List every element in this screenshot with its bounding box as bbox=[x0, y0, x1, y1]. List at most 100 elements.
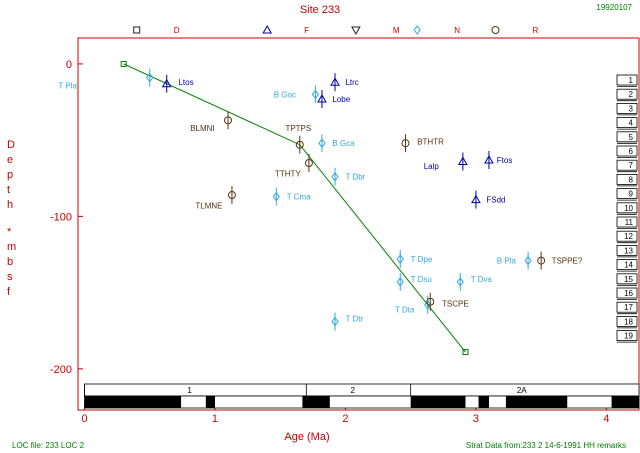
legend-label: M bbox=[393, 26, 400, 35]
event-marker bbox=[524, 255, 532, 266]
event-marker bbox=[456, 277, 464, 287]
y-axis-label-char: D bbox=[7, 139, 15, 151]
y-tick-label: 0 bbox=[66, 59, 72, 71]
strat-data-label: Strat Data from:233 2 14-6-1991 HH remar… bbox=[466, 441, 626, 450]
sample-number: 5 bbox=[629, 133, 634, 142]
event-marker bbox=[304, 159, 313, 168]
x-tick-label: 4 bbox=[603, 413, 609, 425]
event-label: Ltrc bbox=[345, 78, 358, 87]
event-label: T Pla bbox=[58, 81, 77, 90]
event-marker bbox=[146, 72, 154, 83]
report-date: 19920107 bbox=[596, 3, 632, 12]
tie-point-square bbox=[120, 60, 127, 67]
sample-number: 18 bbox=[624, 317, 633, 326]
legend-symbol bbox=[413, 25, 421, 35]
event-label: B Gca bbox=[332, 139, 355, 148]
legend-symbol bbox=[351, 26, 361, 36]
y-axis-label-char: e bbox=[7, 154, 13, 166]
event-label: TPTPS bbox=[285, 124, 311, 133]
y-axis-label-char: f bbox=[7, 286, 11, 298]
sample-number: 6 bbox=[629, 147, 634, 156]
legend-label: N bbox=[454, 26, 460, 35]
y-tick-label: -200 bbox=[50, 364, 72, 376]
x-tick-label: 1 bbox=[212, 413, 218, 425]
sample-number: 17 bbox=[624, 303, 633, 312]
event-label: Lobe bbox=[332, 95, 350, 104]
chron-label: 2A bbox=[517, 386, 527, 395]
plot-frame bbox=[77, 37, 640, 411]
polarity-interval bbox=[302, 396, 330, 408]
legend-symbol bbox=[491, 26, 500, 34]
event-marker bbox=[426, 297, 435, 306]
event-marker bbox=[224, 116, 233, 125]
loc-file-label: LOC file: 233 LOC 2 bbox=[12, 441, 85, 450]
sample-number: 3 bbox=[629, 104, 634, 113]
event-marker bbox=[317, 93, 327, 103]
polarity-interval bbox=[505, 396, 568, 408]
event-label: TTHTY bbox=[275, 170, 301, 179]
event-marker bbox=[272, 191, 280, 202]
y-axis-label-char: t bbox=[7, 184, 10, 196]
y-axis-label-char: s bbox=[7, 271, 13, 283]
sample-number: 16 bbox=[624, 289, 633, 298]
sample-number: 2 bbox=[629, 90, 634, 99]
event-label: T Dsu bbox=[411, 275, 432, 284]
event-label: T Cma bbox=[287, 193, 311, 202]
sample-box bbox=[616, 103, 638, 114]
event-marker bbox=[295, 140, 304, 149]
sample-box bbox=[616, 315, 638, 327]
sample-box bbox=[616, 230, 638, 242]
sample-box bbox=[616, 244, 638, 256]
x-axis-label: Age (Ma) bbox=[284, 431, 329, 443]
sample-number: 8 bbox=[629, 175, 634, 184]
event-label: Ftos bbox=[497, 156, 513, 165]
x-tick-label: 3 bbox=[473, 413, 479, 425]
x-tick-label: 0 bbox=[81, 413, 87, 425]
polarity-interval bbox=[84, 396, 182, 408]
chron-label: 2 bbox=[351, 386, 356, 395]
sample-box bbox=[616, 173, 638, 185]
event-marker bbox=[331, 316, 339, 327]
y-axis-label-char: p bbox=[7, 169, 13, 181]
sample-box bbox=[616, 188, 638, 200]
sample-box bbox=[616, 273, 638, 285]
event-label: FSdd bbox=[486, 196, 505, 205]
event-label: BLMNI bbox=[190, 124, 214, 133]
y-axis-label-char: * bbox=[7, 226, 12, 238]
event-marker bbox=[458, 156, 468, 165]
event-marker bbox=[484, 154, 494, 164]
sample-number: 7 bbox=[629, 161, 634, 170]
event-marker bbox=[401, 139, 410, 148]
event-label: Lalp bbox=[424, 162, 440, 171]
sample-number: 12 bbox=[624, 232, 633, 241]
legend-label: D bbox=[174, 26, 180, 35]
sample-box bbox=[616, 301, 638, 313]
event-marker bbox=[471, 194, 481, 204]
event-marker bbox=[424, 299, 432, 310]
sample-number: 13 bbox=[624, 246, 633, 255]
polarity-interval bbox=[611, 396, 639, 408]
event-marker bbox=[330, 77, 340, 86]
event-label: TLMNE bbox=[195, 202, 222, 211]
polarity-interval bbox=[205, 396, 215, 408]
chron-label: 1 bbox=[187, 386, 192, 395]
sample-number: 4 bbox=[629, 119, 634, 128]
event-label: T Dpe bbox=[411, 255, 433, 264]
event-label: T Dta bbox=[395, 305, 415, 314]
event-marker bbox=[161, 78, 172, 88]
legend-symbol bbox=[262, 24, 273, 34]
sample-number: 14 bbox=[624, 261, 633, 270]
event-label: Ltos bbox=[178, 78, 193, 87]
event-marker bbox=[227, 191, 236, 200]
event-marker bbox=[311, 89, 320, 100]
event-label: T Dva bbox=[471, 275, 493, 284]
event-label: TSCPE bbox=[442, 299, 469, 308]
event-marker bbox=[396, 277, 404, 287]
event-label: T Dtr bbox=[345, 315, 363, 324]
event-marker bbox=[396, 254, 404, 264]
y-tick-label: -100 bbox=[50, 211, 72, 223]
event-marker bbox=[537, 256, 546, 265]
polarity-interval bbox=[410, 396, 466, 408]
sample-number: 1 bbox=[629, 76, 634, 85]
